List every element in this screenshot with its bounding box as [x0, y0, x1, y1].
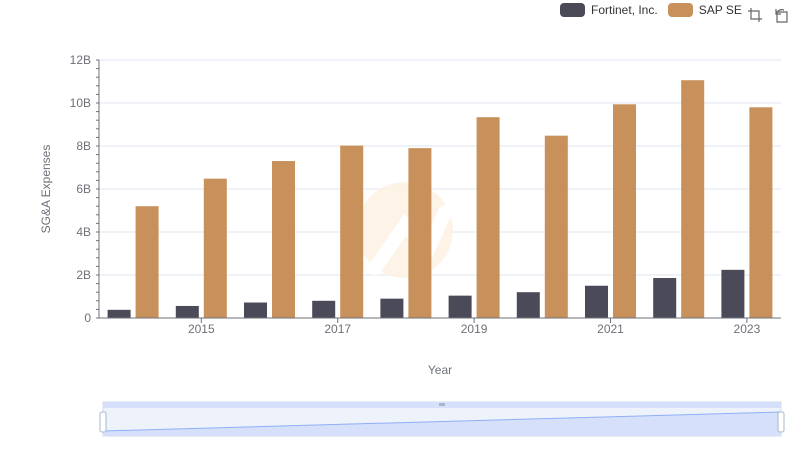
bar-fortinet-2019: [448, 295, 472, 318]
bars: [107, 80, 773, 319]
bar-fortinet-2023: [721, 269, 745, 318]
y-tick-label: 2B: [76, 268, 91, 282]
bar-sap-2020: [544, 135, 568, 318]
datazoom-line: [102, 411, 782, 432]
legend-item-fortinet[interactable]: Fortinet, Inc.: [560, 3, 658, 17]
y-tick-label: 10B: [70, 96, 91, 110]
legend-swatch-fortinet: [560, 3, 585, 17]
bar-sap-2017: [340, 145, 364, 318]
x-tick-label: 2021: [597, 322, 624, 336]
y-tick-label: 12B: [70, 53, 91, 67]
bar-sap-2016: [272, 161, 295, 318]
y-tick-label: 8B: [76, 139, 91, 153]
bar-fortinet-2018: [380, 298, 404, 318]
y-axis-title: SG&A Expenses: [39, 145, 53, 234]
bar-fortinet-2021: [585, 285, 608, 318]
legend: Fortinet, Inc. SAP SE: [560, 3, 742, 17]
bar-sap-2021: [613, 104, 636, 318]
bar-sap-2014: [135, 206, 159, 318]
bar-fortinet-2014: [107, 309, 131, 318]
bar-sap-2023: [749, 107, 773, 318]
bar-sap-2015: [203, 178, 227, 318]
bar-fortinet-2017: [312, 300, 336, 318]
grid-lines: [99, 59, 781, 319]
x-tick-label: 2017: [324, 322, 351, 336]
x-axis-title: Year: [428, 363, 452, 377]
bar-sap-2018: [408, 148, 432, 318]
bar-sap-2022: [681, 80, 705, 319]
bar-sap-2019: [476, 117, 500, 318]
toolbox: [746, 6, 790, 24]
bar-fortinet-2016: [244, 302, 267, 318]
bar-fortinet-2020: [516, 292, 540, 318]
x-tick-label: 2019: [461, 322, 488, 336]
y-tick-label: 4B: [76, 225, 91, 239]
legend-label-sap: SAP SE: [698, 3, 742, 17]
y-tick-label: 0: [84, 311, 91, 325]
legend-item-sap[interactable]: SAP SE: [667, 3, 742, 17]
y-tick-label: 6B: [76, 182, 91, 196]
legend-swatch-sap: [667, 3, 693, 17]
restore-icon[interactable]: [772, 6, 790, 24]
datazoom-grip: [439, 403, 445, 406]
datazoom-area: [103, 412, 781, 436]
zoom-icon[interactable]: [746, 6, 764, 24]
datazoom-handle-left: [99, 411, 107, 433]
bar-fortinet-2022: [653, 278, 677, 318]
datazoom-handle-right: [777, 411, 785, 433]
axes: 0 2B 4B 6B 8B 10B 12B 2015 2017 2019 2021 2023: [70, 53, 781, 336]
bar-fortinet-2015: [175, 305, 199, 318]
datazoom-slider[interactable]: [99, 401, 785, 437]
x-tick-label: 2023: [734, 322, 761, 336]
x-tick-label: 2015: [188, 322, 215, 336]
watermark-logo: [357, 182, 453, 278]
legend-label-fortinet: Fortinet, Inc.: [591, 3, 658, 17]
